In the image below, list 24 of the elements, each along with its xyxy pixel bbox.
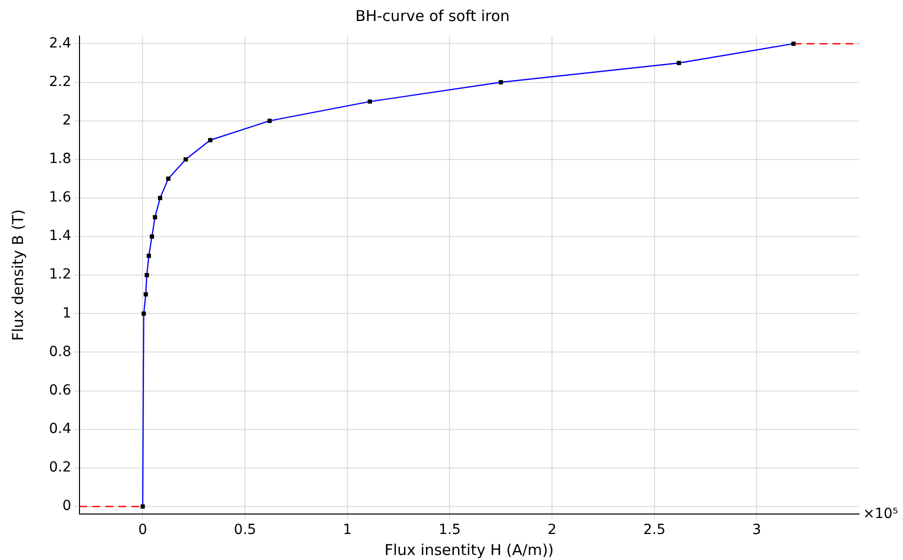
chart-title: BH-curve of soft iron	[355, 6, 510, 25]
y-tick-label: 1.4	[49, 228, 72, 244]
y-tick-label: 0.4	[49, 421, 72, 437]
y-tick-label: 2.2	[49, 74, 72, 90]
x-tick-label: 1.5	[438, 522, 461, 538]
y-axis-title: Flux density B (T)	[8, 209, 27, 341]
y-tick-label: 0.2	[49, 460, 72, 476]
y-tick-label: 0	[62, 498, 72, 514]
y-tick-label: 1.6	[49, 190, 72, 206]
y-tick-label: 2.4	[49, 35, 72, 52]
x-tick-label: 1	[342, 522, 352, 538]
x-tick-label: 2	[548, 522, 556, 538]
y-tick-label: 1.2	[49, 266, 72, 283]
y-tick-label: 1.8	[49, 151, 72, 168]
y-tick-label: 2	[62, 112, 72, 128]
x-tick-label: 2.5	[643, 522, 666, 538]
y-tick-label: 1	[62, 305, 72, 322]
x-tick-label: 0	[138, 522, 148, 538]
y-tick-label: 0.6	[49, 382, 72, 398]
x-tick-label: 3	[752, 522, 762, 538]
y-tick-label: 0.8	[49, 344, 72, 360]
x-axis-title: Flux insentity H (A/m))	[384, 540, 554, 559]
text: ×10⁵	[863, 506, 898, 522]
x-tick-label: 0.5	[234, 522, 256, 538]
